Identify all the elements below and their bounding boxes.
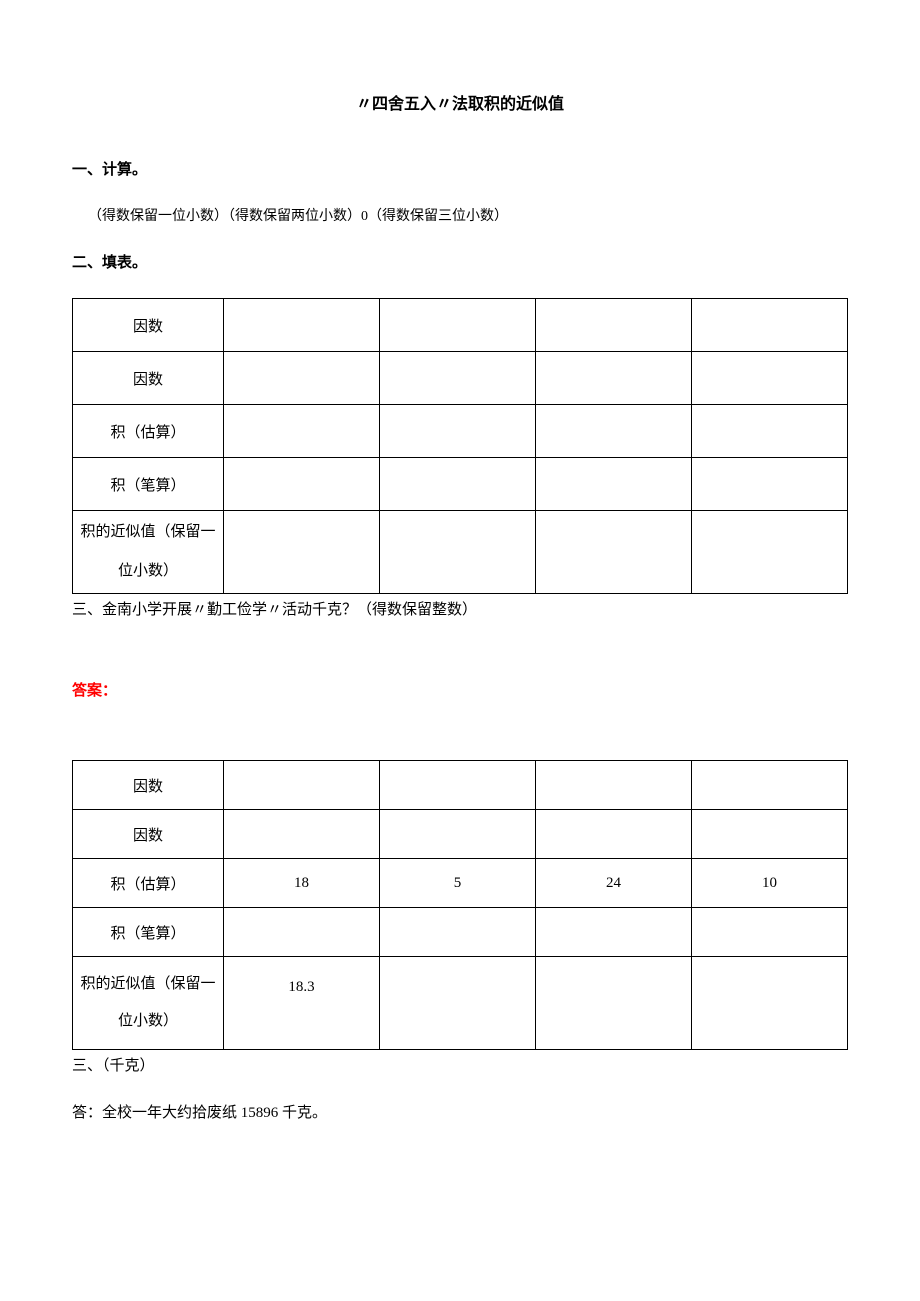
table-cell bbox=[536, 458, 692, 511]
table-row: 积（笔算） bbox=[73, 458, 848, 511]
row-label: 积的近似值（保留一位小数） bbox=[73, 511, 224, 594]
page-title: 〃四舍五入〃法取积的近似值 bbox=[72, 90, 848, 114]
table-cell bbox=[536, 761, 692, 810]
table-cell bbox=[380, 810, 536, 859]
table-answer: 因数因数积（估算）1852410积（笔算）积的近似值（保留一位小数）18.3 bbox=[72, 760, 848, 1050]
table-cell: 18.3 bbox=[224, 957, 380, 1050]
section1-heading: 一、计算。 bbox=[72, 158, 848, 179]
row-label: 积（估算） bbox=[73, 405, 224, 458]
document-page: 〃四舍五入〃法取积的近似值 一、计算。 （得数保留一位小数）（得数保留两位小数）… bbox=[0, 0, 920, 1182]
table-row: 因数 bbox=[73, 761, 848, 810]
table-cell: 10 bbox=[692, 859, 848, 908]
section3-line: 三、金南小学开展〃勤工俭学〃活动千克？（得数保留整数） bbox=[72, 598, 848, 619]
table-cell bbox=[536, 352, 692, 405]
table-cell bbox=[536, 810, 692, 859]
table-cell bbox=[224, 511, 380, 594]
table-row: 积的近似值（保留一位小数）18.3 bbox=[73, 957, 848, 1050]
table-cell bbox=[692, 810, 848, 859]
table-cell bbox=[380, 957, 536, 1050]
table-cell bbox=[224, 299, 380, 352]
table-cell bbox=[224, 458, 380, 511]
row-label: 因数 bbox=[73, 299, 224, 352]
section1-line: （得数保留一位小数）（得数保留两位小数）0（得数保留三位小数） bbox=[88, 205, 848, 225]
table-cell bbox=[692, 405, 848, 458]
table-cell: 24 bbox=[536, 859, 692, 908]
table-cell bbox=[692, 458, 848, 511]
row-label: 积（笔算） bbox=[73, 458, 224, 511]
table-cell bbox=[692, 761, 848, 810]
answer-label: 答案： bbox=[72, 679, 848, 700]
table-cell bbox=[224, 908, 380, 957]
table-cell bbox=[380, 908, 536, 957]
table-cell bbox=[380, 299, 536, 352]
table-cell bbox=[224, 352, 380, 405]
table-row: 因数 bbox=[73, 352, 848, 405]
table-cell bbox=[692, 908, 848, 957]
table-cell bbox=[380, 761, 536, 810]
table-cell: 5 bbox=[380, 859, 536, 908]
table-cell bbox=[692, 299, 848, 352]
table-cell bbox=[380, 405, 536, 458]
row-label: 积的近似值（保留一位小数） bbox=[73, 957, 224, 1050]
table-cell bbox=[536, 511, 692, 594]
table-cell bbox=[536, 405, 692, 458]
table-row: 积（估算）1852410 bbox=[73, 859, 848, 908]
final-answer-line: 答：全校一年大约拾废纸 15896 千克。 bbox=[72, 1101, 848, 1122]
table-row: 积（估算） bbox=[73, 405, 848, 458]
table-cell bbox=[692, 957, 848, 1050]
table-cell bbox=[380, 511, 536, 594]
row-label: 积（估算） bbox=[73, 859, 224, 908]
table-question: 因数因数积（估算）积（笔算）积的近似值（保留一位小数） bbox=[72, 298, 848, 594]
table-row: 因数 bbox=[73, 299, 848, 352]
section2-heading: 二、填表。 bbox=[72, 251, 848, 272]
table-cell bbox=[380, 458, 536, 511]
table-row: 因数 bbox=[73, 810, 848, 859]
table-cell bbox=[224, 810, 380, 859]
row-label: 积（笔算） bbox=[73, 908, 224, 957]
row-label: 因数 bbox=[73, 761, 224, 810]
table-cell: 18 bbox=[224, 859, 380, 908]
table-cell bbox=[536, 299, 692, 352]
table-row: 积的近似值（保留一位小数） bbox=[73, 511, 848, 594]
after-answer-line: 三、（千克） bbox=[72, 1054, 848, 1075]
table-cell bbox=[692, 511, 848, 594]
row-label: 因数 bbox=[73, 810, 224, 859]
table-cell bbox=[224, 761, 380, 810]
table-cell bbox=[692, 352, 848, 405]
table-cell bbox=[536, 957, 692, 1050]
table-cell bbox=[380, 352, 536, 405]
table-row: 积（笔算） bbox=[73, 908, 848, 957]
table-cell bbox=[536, 908, 692, 957]
table-cell bbox=[224, 405, 380, 458]
row-label: 因数 bbox=[73, 352, 224, 405]
